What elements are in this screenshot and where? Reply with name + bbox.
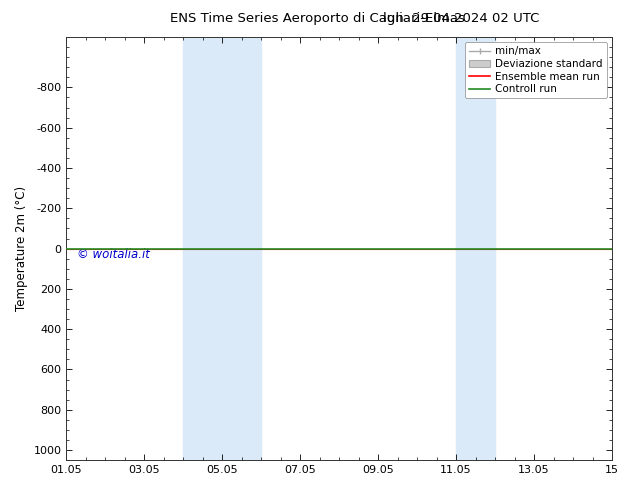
- Text: ENS Time Series Aeroporto di Cagliari-Elmas: ENS Time Series Aeroporto di Cagliari-El…: [169, 12, 465, 25]
- Text: © woitalia.it: © woitalia.it: [77, 248, 150, 261]
- Text: lun. 29.04.2024 02 UTC: lun. 29.04.2024 02 UTC: [382, 12, 539, 25]
- Bar: [456, 37, 495, 460]
- Y-axis label: Temperature 2m (°C): Temperature 2m (°C): [15, 186, 28, 311]
- Legend: min/max, Deviazione standard, Ensemble mean run, Controll run: min/max, Deviazione standard, Ensemble m…: [465, 42, 607, 98]
- Bar: [183, 37, 261, 460]
